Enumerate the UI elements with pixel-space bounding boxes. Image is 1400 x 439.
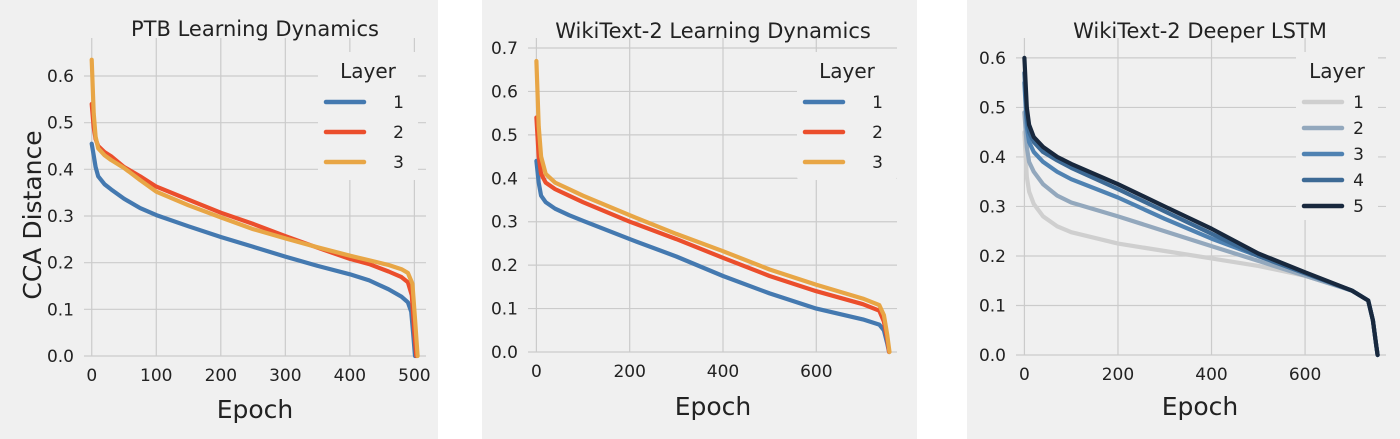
x-tick-label: 200 [613,362,645,382]
x-tick-label: 200 [1102,365,1134,385]
series-line-layer-2 [534,115,892,355]
tick-labels: 0 200 400 600 0.0 0.1 0.2 0.3 0.4 0.5 0.6 [979,49,1321,385]
x-axis-label: Epoch [217,395,294,424]
y-tick-label: 0.2 [47,254,74,274]
y-axis-label: CCA Distance [18,130,47,299]
y-tick-label: 0.0 [47,347,74,367]
legend-entry-label: 2 [393,123,404,143]
y-tick-label: 0.5 [979,98,1006,118]
y-tick-label: 0.1 [491,300,518,320]
y-tick-label: 0.3 [491,213,518,233]
legend-entry-label: 4 [1353,171,1364,191]
series-line-layer-1 [89,141,418,359]
chart-title: WikiText-2 Learning Dynamics [555,19,871,43]
x-tick-label: 500 [398,366,430,386]
legend-entry-label: 2 [1353,119,1364,139]
gridlines [528,38,897,353]
legend-entry-label: 3 [872,153,883,173]
x-tick-label: 0 [1019,365,1030,385]
legend-title: Layer [819,59,876,83]
y-tick-label: 0.7 [491,39,518,59]
legend-entry-label: 1 [1353,93,1364,113]
chart-title: WikiText-2 Deeper LSTM [1073,19,1327,43]
y-tick-label: 0.4 [47,160,74,180]
x-tick-label: 400 [707,362,739,382]
y-tick-label: 0.6 [47,67,74,87]
legend-title: Layer [340,59,397,83]
series-lines [534,58,892,355]
y-tick-label: 0.5 [47,114,74,134]
y-tick-label: 0.4 [491,169,518,189]
series-line-layer-1 [534,158,892,355]
x-tick-label: 400 [334,366,366,386]
y-tick-label: 0.3 [979,197,1006,217]
legend-title: Layer [1309,59,1366,83]
y-tick-label: 0.2 [491,256,518,276]
x-tick-label: 0 [531,362,542,382]
legend-entry-label: 1 [872,93,883,113]
tick-labels: 0 200 400 600 0.0 0.1 0.2 0.3 0.4 0.5 0.6 0.7 [491,39,833,382]
x-axis-label: Epoch [675,392,752,421]
series-line-layer-5 [1022,55,1380,358]
x-tick-label: 300 [269,366,301,386]
legend-entry-label: 5 [1353,197,1364,217]
legend-box [318,52,418,180]
legend: Layer 1 2 3 [318,52,418,180]
chart-title: PTB Learning Dynamics [131,17,379,41]
y-tick-label: 0.0 [979,346,1006,366]
x-tick-label: 100 [140,366,172,386]
legend: Layer 1 2 3 [797,52,897,180]
legend: Layer 1 2 3 4 5 [1296,52,1378,220]
y-tick-label: 0.6 [979,49,1006,69]
legend-entry-label: 3 [393,153,404,173]
x-tick-label: 600 [800,362,832,382]
series-lines [89,57,420,359]
series-line-layer-3 [89,57,420,359]
series-lines [1022,55,1380,358]
x-axis-label: Epoch [1162,392,1239,421]
legend-box [797,52,897,180]
y-tick-label: 0.5 [491,126,518,146]
x-tick-label: 400 [1195,365,1227,385]
y-tick-label: 0.3 [47,207,74,227]
y-tick-label: 0.1 [979,296,1006,316]
y-tick-label: 0.2 [979,247,1006,267]
legend-entry-label: 1 [393,93,404,113]
chart-ptb: PTB Learning Dynamics Epoch CCA Distance… [0,0,438,439]
series-line-layer-3 [534,58,892,355]
legend-entry-label: 3 [1353,145,1364,165]
y-tick-label: 0.4 [979,148,1006,168]
tick-labels: 0 100 200 300 400 500 0.0 0.1 0.2 0.3 0.4 0.5 0.6 [47,67,431,386]
chart-wikitext2: WikiText-2 Learning Dynamics Epoch 0 200 4… [482,0,917,439]
y-tick-label: 0.1 [47,300,74,320]
chart-wikitext2-deeper: WikiText-2 Deeper LSTM Epoch 0 200 400 6000… [967,0,1400,439]
x-tick-label: 200 [205,366,237,386]
y-tick-label: 0.0 [491,343,518,363]
legend-entry-label: 2 [872,123,883,143]
x-tick-label: 0 [86,366,97,386]
x-tick-label: 600 [1289,365,1321,385]
y-tick-label: 0.6 [491,82,518,102]
